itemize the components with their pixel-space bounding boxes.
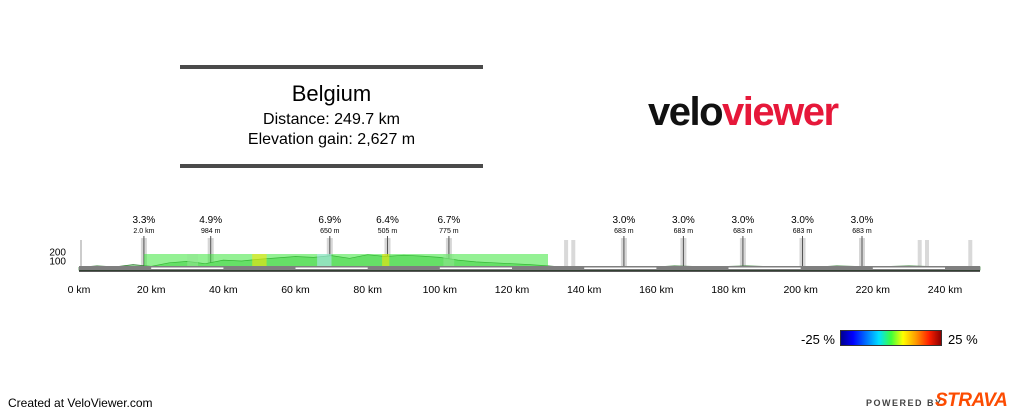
distance-strip-segment	[295, 267, 368, 269]
gradient-legend-min: -25 %	[801, 332, 835, 347]
route-title: Belgium	[291, 81, 372, 106]
climb-length-label: 984 m	[201, 228, 221, 235]
x-tick-label: 140 km	[567, 284, 602, 296]
gradient-segment	[382, 254, 390, 270]
climb-length-label: 505 m	[378, 228, 398, 235]
climb-grade-label: 3.0%	[851, 215, 874, 226]
climb-length-label: 683 m	[674, 228, 694, 235]
climb-grade-label: 3.3%	[133, 215, 156, 226]
title-bottom-rule	[180, 164, 483, 168]
gradient-legend-bar	[840, 330, 942, 346]
climb-grade-label: 6.9%	[318, 215, 341, 226]
gradient-segment	[187, 254, 198, 270]
climb-length-label: 650 m	[320, 228, 340, 235]
x-tick-label: 220 km	[856, 284, 891, 296]
distance-strip-segment	[439, 267, 512, 269]
x-tick-label: 0 km	[68, 284, 91, 296]
climb-shade	[917, 240, 922, 266]
x-tick-label: 200 km	[783, 284, 818, 296]
powered-by-label: POWERED BY	[866, 398, 943, 408]
distance-strip-segment	[872, 267, 945, 269]
distance-strip-segment	[584, 267, 657, 269]
elevation-profile-chart: 3.3% 2.0 km 4.9% 984 m 6.9% 650 m 6.4% 505 m 6.7…	[49, 215, 981, 296]
climb-length-label: 2.0 km	[133, 228, 154, 235]
distance-strip-segment	[151, 267, 224, 269]
climb-shade	[571, 240, 576, 266]
climb-shade	[564, 240, 569, 266]
x-tick-label: 80 km	[353, 284, 382, 296]
climb-grade-label: 3.0%	[791, 215, 814, 226]
gradient-segment	[443, 254, 455, 270]
y-tick-label: 100	[49, 257, 66, 268]
x-tick-label: 20 km	[137, 284, 166, 296]
distance-strip	[79, 266, 980, 270]
logo-velo: velo	[648, 90, 724, 134]
climb-shade	[925, 240, 929, 266]
climb-length-label: 683 m	[733, 228, 753, 235]
climb-grade-label: 4.9%	[199, 215, 222, 226]
x-tick-label: 160 km	[639, 284, 674, 296]
created-at-link[interactable]: Created at VeloViewer.com	[8, 396, 153, 410]
y-tick-label: 200	[49, 248, 66, 259]
x-tick-label: 180 km	[711, 284, 746, 296]
climb-length-label: 683 m	[614, 228, 634, 235]
route-distance: Distance: 249.7 km	[263, 111, 400, 128]
climb-grade-label: 6.7%	[438, 215, 461, 226]
climb-grade-label: 3.0%	[613, 215, 636, 226]
gradient-legend-max: 25 %	[948, 332, 978, 347]
climb-grade-label: 6.4%	[376, 215, 399, 226]
veloviewer-logo[interactable]: veloviewer	[648, 90, 839, 134]
strava-logo[interactable]: STRAVA	[935, 390, 1008, 411]
climb-length-label: 683 m	[793, 228, 813, 235]
x-tick-label: 60 km	[281, 284, 310, 296]
climb-length-label: 775 m	[439, 228, 459, 235]
climb-grade-label: 3.0%	[672, 215, 695, 226]
climb-length-label: 683 m	[852, 228, 872, 235]
title-top-rule	[180, 65, 483, 69]
x-tick-label: 40 km	[209, 284, 238, 296]
x-tick-label: 100 km	[423, 284, 458, 296]
x-tick-label: 120 km	[495, 284, 530, 296]
climb-shade	[968, 240, 973, 266]
climb-markers: 3.3% 2.0 km 4.9% 984 m 6.9% 650 m 6.4% 505 m 6.7…	[80, 215, 973, 266]
logo-viewer: viewer	[722, 90, 839, 134]
route-elevation-gain: Elevation gain: 2,627 m	[247, 131, 416, 148]
x-axis: 0 km 20 km 40 km 60 km 80 km 100 km 120 km 140 …	[68, 266, 980, 296]
distance-strip-segment	[728, 267, 801, 269]
x-tick-label: 240 km	[928, 284, 963, 296]
climb-grade-label: 3.0%	[732, 215, 755, 226]
